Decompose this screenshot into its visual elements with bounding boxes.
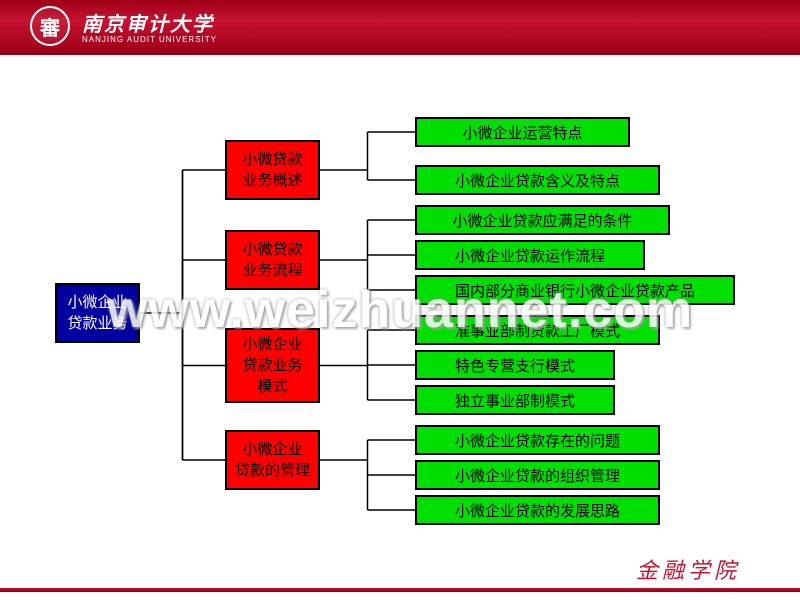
footer-bar [0, 588, 800, 592]
leaf-node: 小微企业贷款应满足的条件 [415, 205, 670, 235]
leaf-node: 国内部分商业银行小微企业贷款产品 [415, 275, 735, 305]
logo-glyph: 審 [40, 12, 60, 41]
leaf-node: 准事业部制贷款工厂模式 [415, 315, 660, 345]
leaf-node: 小微企业贷款的组织管理 [415, 460, 660, 490]
university-name-block: 南京审计大学 NANJING AUDIT UNIVERSITY [82, 8, 217, 44]
mid-node: 小微贷款业务流程 [225, 230, 320, 290]
leaf-node: 小微企业贷款的发展思路 [415, 495, 660, 525]
leaf-node: 小微企业贷款存在的问题 [415, 425, 660, 455]
mid-node: 小微企业贷款业务模式 [225, 328, 320, 403]
university-logo: 審 [30, 6, 70, 46]
mid-node: 小微贷款业务概述 [225, 140, 320, 200]
tree-diagram: 小微企业贷款业务 小微贷款业务概述小微贷款业务流程小微企业贷款业务模式小微企业贷… [0, 55, 800, 555]
root-node: 小微企业贷款业务 [55, 283, 140, 343]
mid-node: 小微企业贷款的管理 [225, 430, 320, 490]
slide-header: 審 南京审计大学 NANJING AUDIT UNIVERSITY [0, 0, 800, 55]
leaf-node: 小微企业贷款含义及特点 [415, 165, 660, 195]
leaf-node: 小微企业运营特点 [415, 117, 630, 147]
slide-footer: 金融学院 [0, 555, 800, 600]
footer-text: 金融学院 [636, 553, 740, 585]
university-name-cn: 南京审计大学 [82, 8, 217, 37]
university-name-en: NANJING AUDIT UNIVERSITY [82, 35, 217, 44]
leaf-node: 独立事业部制模式 [415, 385, 615, 415]
leaf-node: 小微企业贷款运作流程 [415, 240, 645, 270]
root-label: 小微企业贷款业务 [67, 292, 127, 334]
leaf-node: 特色专营支行模式 [415, 350, 615, 380]
